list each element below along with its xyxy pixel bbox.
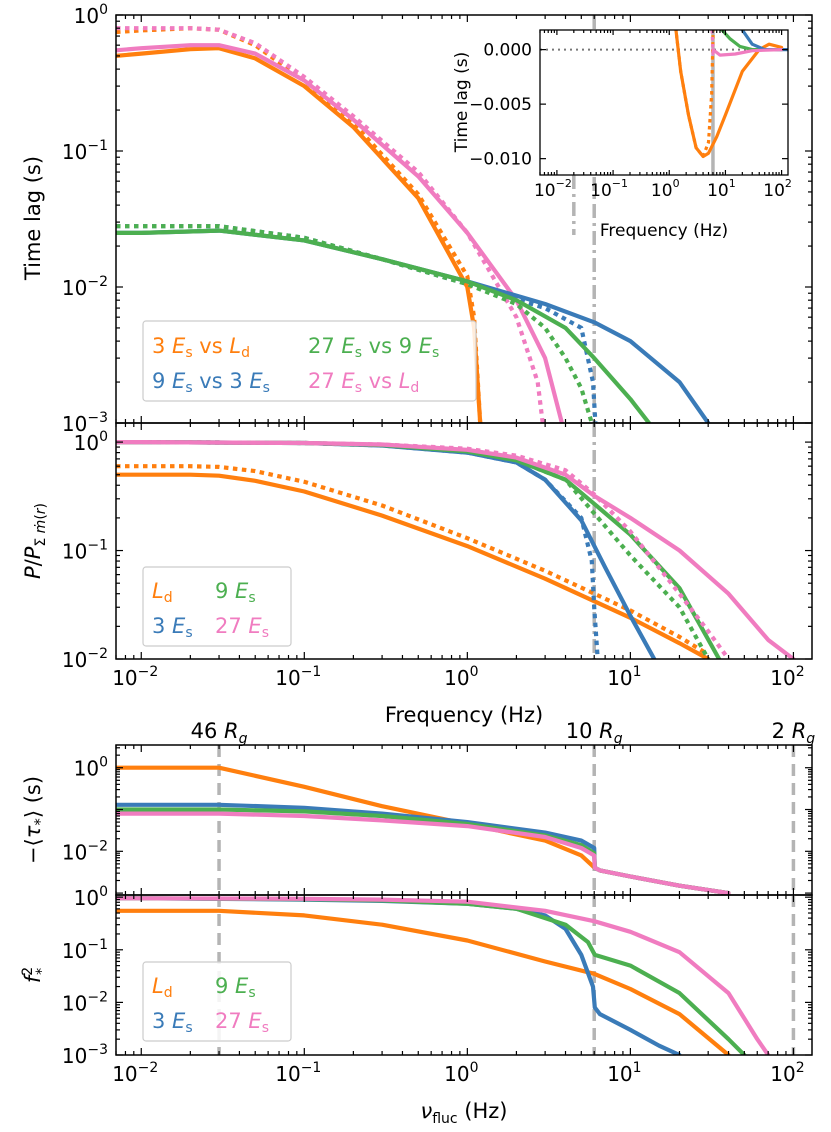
y-tick-label: 10−2	[62, 646, 108, 672]
series-line-pink-dotted	[710, 30, 716, 56]
legend-entry-3es-vs-ld: 3 Es vs Ld	[152, 334, 250, 361]
y-tick-label: 10−1	[62, 138, 108, 164]
time-lag-inset: 10−2 10−1 100 101 102 0.000 −0.005 −0.010 Time …	[452, 29, 792, 241]
y-tick-label: 10−1	[62, 538, 108, 564]
radius-marker-label: 10 Rg	[566, 719, 623, 747]
series-line-orange-dotted	[674, 30, 715, 159]
power-ratio-y-axis-label: P/PΣ ṁ(r)	[21, 503, 49, 579]
series-line-pink-solid	[116, 896, 771, 1055]
mean-tau-axis-ticks: 10−2 100	[62, 745, 812, 896]
x-tick-label: 10−1	[275, 1060, 321, 1086]
x-tick-label: 101	[707, 177, 736, 201]
series-line-orange-solid	[116, 472, 711, 659]
legend-entry-ld: Ld	[152, 974, 173, 1001]
time-lag-series	[116, 26, 711, 423]
f-squared-x-axis-label: νfluc (Hz)	[421, 1099, 508, 1127]
x-tick-label: 10−2	[534, 177, 572, 201]
y-tick-label: −0.005	[469, 95, 532, 115]
y-tick-label: 10−3	[62, 410, 108, 436]
time-lag-legend: 3 Es vs Ld 27 Es vs 9 Es 9 Es vs 3 Es 27…	[142, 320, 477, 402]
inset-y-axis-label: Time lag (s)	[452, 52, 472, 153]
y-tick-label: 0.000	[483, 41, 532, 61]
power-ratio-panel: 10−2 10−1 100 101 102 10−2 10−1 100 P/PΣ ṁ(r) F…	[21, 422, 813, 727]
inset-x-axis-label: Frequency (Hz)	[600, 221, 728, 241]
power-ratio-legend: Ld 9 Es 3 Es 27 Es	[142, 566, 292, 647]
x-tick-label: 10−2	[112, 664, 158, 690]
y-tick-label: 10−2	[62, 838, 108, 864]
series-line-orange-solid	[116, 765, 731, 895]
f-squared-y-axis-label: f2*	[20, 967, 50, 983]
x-tick-label: 102	[763, 177, 792, 201]
series-line-orange-solid	[116, 908, 731, 1055]
time-lag-panel: 10−3 10−2 10−1 100 Time lag (s) 3 Es vs Ld …	[21, 2, 813, 436]
radius-marker-label: 2 Rg	[772, 719, 816, 747]
series-line-pink-solid	[711, 47, 784, 57]
legend-entry-ld: Ld	[152, 579, 173, 606]
f-squared-series	[116, 896, 771, 1055]
series-line-pink-dotted	[116, 440, 731, 659]
series-line-pink-solid	[116, 811, 731, 895]
x-tick-label: 10−2	[112, 1060, 158, 1086]
series-line-green-dotted	[116, 440, 711, 659]
tau-marker-lines	[217, 745, 796, 895]
x-tick-label: 100	[444, 1060, 478, 1086]
series-line-pink-solid	[116, 440, 796, 659]
y-tick-label: 100	[74, 429, 108, 455]
mean-tau-series	[116, 765, 731, 895]
y-tick-label: −0.010	[469, 150, 532, 170]
series-line-orange-dotted	[116, 464, 710, 657]
time-lag-y-axis-label: Time lag (s)	[21, 156, 45, 281]
series-line-green-solid	[116, 228, 652, 423]
x-tick-label: 10−1	[275, 664, 321, 690]
series-line-orange-solid	[116, 46, 483, 423]
radius-marker-label: 46 Rg	[191, 719, 248, 747]
y-tick-label: 100	[74, 755, 108, 781]
mean-tau-y-axis-label: −⟨τ*⟩ (s)	[21, 776, 49, 864]
inset-series	[674, 30, 788, 159]
legend-entry-27es-vs-ld: 27 Es vs Ld	[308, 369, 419, 396]
inset-axis-ticks: 10−2 10−1 100 101 102 0.000 −0.005 −0.010	[469, 30, 792, 201]
x-tick-label: 101	[607, 1060, 641, 1086]
f-squared-legend: Ld 9 Es 3 Es 27 Es	[142, 961, 292, 1042]
y-tick-label: 10−2	[62, 274, 108, 300]
y-tick-label: 10−2	[62, 989, 108, 1015]
x-tick-label: 100	[651, 177, 680, 201]
power-ratio-axis-ticks: 10−2 10−1 100 101 102 10−2 10−1 100	[62, 423, 812, 690]
legend-entry-9es: 9 Es	[215, 579, 256, 606]
x-tick-label: 102	[770, 664, 804, 690]
y-tick-label: 100	[74, 884, 108, 910]
legend-entry-9es-vs-3es: 9 Es vs 3 Es	[152, 369, 270, 396]
series-line-pink-dotted	[116, 26, 545, 423]
legend-entry-27es: 27 Es	[215, 1009, 269, 1036]
series-line-pink-solid	[116, 43, 565, 423]
mean-tau-panel: 10−2 100 −⟨τ*⟩ (s)	[21, 744, 813, 896]
series-line-green-dotted	[116, 224, 594, 423]
power-ratio-series	[116, 440, 796, 659]
x-tick-label: 102	[770, 1060, 804, 1086]
y-tick-label: 10−1	[62, 937, 108, 963]
y-tick-label: 100	[74, 2, 108, 28]
x-tick-label: 101	[607, 664, 641, 690]
time-lag-axis-ticks: 10−3 10−2 10−1 100	[62, 2, 812, 436]
x-tick-label: 100	[444, 664, 478, 690]
legend-entry-27es: 27 Es	[215, 614, 269, 641]
y-tick-label: 10−3	[62, 1042, 108, 1068]
legend-entry-27es-vs-9es: 27 Es vs 9 Es	[308, 334, 439, 361]
x-tick-label: 10−1	[590, 177, 628, 201]
power-ratio-x-axis-label: Frequency (Hz)	[385, 703, 543, 727]
radius-marker-labels: 46 Rg 10 Rg 2 Rg	[191, 719, 816, 747]
